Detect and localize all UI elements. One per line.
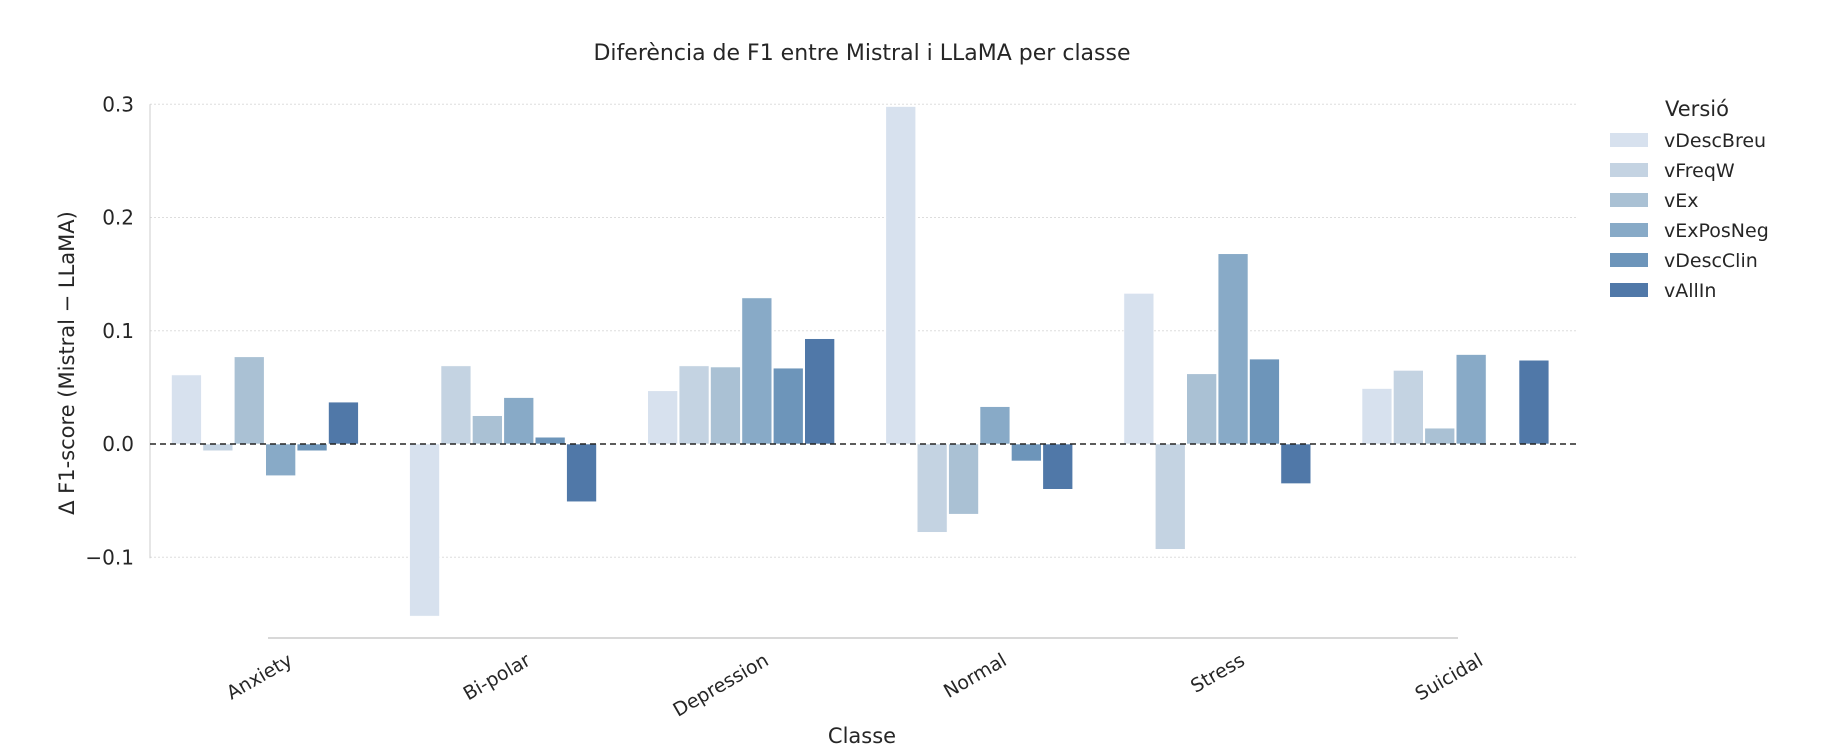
bar-vEx-suicidal bbox=[1424, 427, 1456, 445]
legend-title: Versió bbox=[1665, 97, 1729, 121]
bar-vEx-bi-polar bbox=[472, 415, 503, 445]
bar-vAllIn-bi-polar bbox=[566, 443, 597, 503]
bar-vDescClin-anxiety bbox=[296, 443, 328, 452]
bar-vDescBreu-suicidal bbox=[1361, 388, 1393, 445]
legend-swatch bbox=[1610, 133, 1648, 147]
bar-vEx-stress bbox=[1186, 373, 1217, 445]
legend: Versió vDescBreu vFreqW vEx vExPosNeg vDescCl… bbox=[1610, 97, 1769, 302]
y-tick-label: 0.2 bbox=[102, 206, 134, 230]
bar-vAllIn-normal bbox=[1042, 443, 1074, 490]
bar-vAllIn-stress bbox=[1280, 443, 1312, 484]
legend-label: vDescBreu bbox=[1664, 130, 1766, 152]
bar-vEx-depression bbox=[710, 366, 741, 445]
bar-vFreqW-depression bbox=[678, 365, 710, 445]
legend-swatch bbox=[1610, 193, 1648, 207]
legend-swatch bbox=[1610, 163, 1648, 177]
bar-vExPosNeg-suicidal bbox=[1455, 354, 1487, 445]
bar-vFreqW-anxiety bbox=[202, 443, 234, 452]
bar-vEx-normal bbox=[948, 443, 979, 515]
bars bbox=[171, 106, 1550, 617]
legend-label: vDescClin bbox=[1664, 250, 1758, 272]
legend-label: vExPosNeg bbox=[1664, 220, 1769, 242]
bar-vDescClin-bi-polar bbox=[534, 436, 566, 445]
bar-vAllIn-depression bbox=[804, 338, 835, 445]
bar-vAllIn-anxiety bbox=[328, 401, 359, 445]
x-tick-label: Anxiety bbox=[223, 649, 296, 704]
legend-label: vFreqW bbox=[1664, 160, 1735, 182]
x-axis-label: Classe bbox=[828, 724, 896, 747]
bar-vDescClin-stress bbox=[1249, 358, 1280, 445]
bar-vExPosNeg-stress bbox=[1217, 253, 1249, 445]
bar-vDescClin-depression bbox=[772, 367, 804, 445]
bar-vEx-anxiety bbox=[234, 356, 265, 445]
bar-vExPosNeg-bi-polar bbox=[503, 397, 534, 445]
x-tick-label: Depression bbox=[669, 649, 772, 721]
chart-title: Diferència de F1 entre Mistral i LLaMA p… bbox=[593, 41, 1130, 66]
bar-vDescBreu-depression bbox=[647, 390, 678, 445]
bar-vFreqW-normal bbox=[916, 443, 948, 533]
legend-swatch bbox=[1610, 223, 1648, 237]
legend-swatch bbox=[1610, 253, 1648, 267]
legend-swatch bbox=[1610, 283, 1648, 297]
bar-vFreqW-bi-polar bbox=[440, 365, 472, 445]
y-tick-label: 0.0 bbox=[102, 432, 134, 456]
grid bbox=[150, 103, 1578, 558]
bar-vExPosNeg-anxiety bbox=[265, 443, 296, 477]
bar-vDescClin-normal bbox=[1011, 443, 1042, 462]
bar-vExPosNeg-normal bbox=[979, 406, 1011, 445]
bar-vDescBreu-bi-polar bbox=[409, 443, 440, 617]
x-tick-label: Normal bbox=[940, 649, 1011, 702]
y-tick-label: −0.1 bbox=[85, 545, 134, 569]
x-tick-label: Stress bbox=[1187, 649, 1249, 697]
bar-vAllIn-suicidal bbox=[1518, 359, 1550, 445]
x-tick-label: Suicidal bbox=[1412, 649, 1487, 705]
bar-vDescBreu-stress bbox=[1123, 293, 1155, 445]
y-axis-label: Δ F1-score (Mistral − LLaMA) bbox=[55, 211, 79, 515]
bar-vFreqW-suicidal bbox=[1393, 370, 1424, 445]
bar-vExPosNeg-depression bbox=[741, 297, 773, 445]
bar-vDescBreu-anxiety bbox=[171, 374, 202, 445]
x-tick-label: Bi-polar bbox=[460, 649, 535, 705]
y-tick-label: 0.3 bbox=[102, 92, 134, 116]
legend-label: vEx bbox=[1664, 190, 1699, 212]
y-tick-label: 0.1 bbox=[102, 319, 134, 343]
bar-vDescBreu-normal bbox=[885, 106, 916, 445]
bar-vFreqW-stress bbox=[1155, 443, 1186, 550]
legend-label: vAllIn bbox=[1664, 280, 1716, 302]
